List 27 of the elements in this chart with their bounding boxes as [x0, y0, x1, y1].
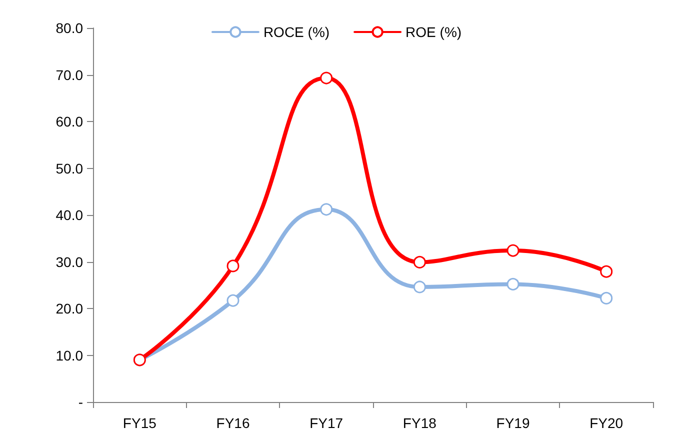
y-tick-label: -	[78, 394, 84, 410]
legend-label: ROE (%)	[406, 24, 462, 40]
x-tick-label: FY19	[496, 415, 530, 431]
x-tick-label: FY16	[216, 415, 250, 431]
point	[506, 244, 520, 257]
point	[506, 278, 520, 290]
y-tick-label: 80.0	[56, 20, 84, 36]
point	[600, 265, 613, 278]
y-tick-label: 20.0	[56, 300, 84, 316]
point	[226, 260, 240, 272]
x-tick-label: FY20	[590, 415, 624, 431]
y-tick-label: 60.0	[56, 114, 84, 130]
point	[413, 280, 426, 294]
y-tick-label: 50.0	[56, 160, 84, 176]
y-tick-label: 40.0	[56, 207, 84, 223]
y-tick-label: 30.0	[56, 254, 84, 270]
y-tick-label: 10.0	[56, 347, 84, 364]
legend-label: ROCE (%)	[263, 24, 330, 40]
y-tick-label: 70.0	[56, 66, 84, 83]
x-tick-label: FY18	[402, 415, 437, 431]
point	[600, 292, 613, 304]
point	[320, 203, 333, 216]
point	[413, 256, 426, 268]
x-tick-label: FY17	[310, 415, 344, 431]
x-tick-label: FY15	[122, 415, 157, 431]
point	[320, 72, 333, 84]
point	[226, 294, 240, 307]
